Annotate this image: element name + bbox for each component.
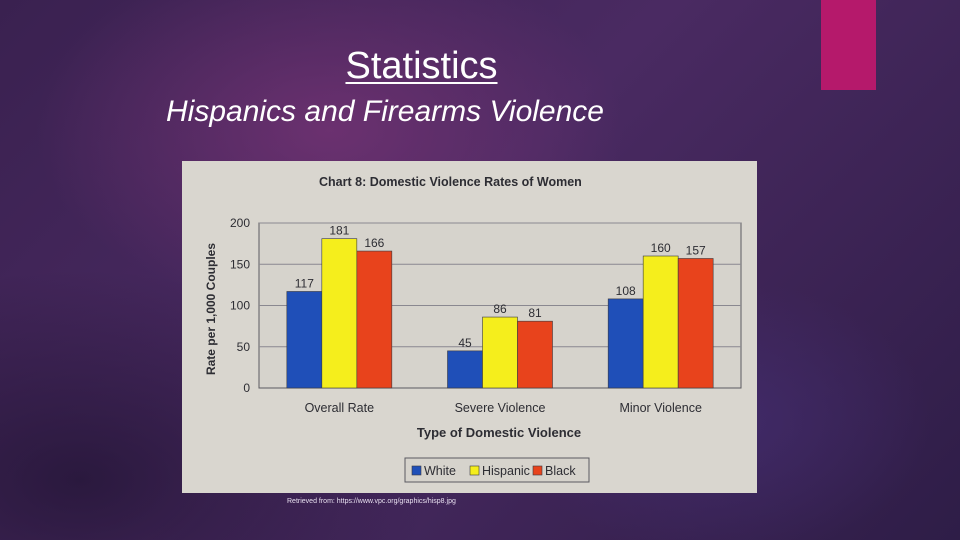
slide-title: Statistics	[0, 44, 843, 88]
bar-white-2	[447, 350, 483, 389]
y-tick-label: 150	[230, 257, 250, 271]
y-tick-label: 100	[230, 299, 250, 313]
y-tick-label: 0	[243, 381, 250, 395]
legend-label: Black	[545, 464, 576, 478]
bar-white-1	[286, 291, 323, 389]
bar-chart: Chart 8: Domestic Violence Rates of Wome…	[204, 175, 742, 483]
bar-black-2	[517, 320, 553, 389]
slide-subtitle: Hispanics and Firearms Violence	[166, 95, 604, 128]
legend-swatch-white	[411, 465, 422, 476]
legend-label: White	[424, 464, 456, 478]
y-axis-label: Rate per 1,000 Couples	[204, 243, 218, 375]
y-tick-label: 50	[237, 340, 251, 354]
data-label: 81	[528, 306, 542, 320]
y-tick-label: 200	[230, 216, 250, 230]
bar-white-3	[607, 298, 644, 389]
data-label: 108	[616, 284, 636, 298]
bar-black-3	[677, 258, 714, 389]
x-tick-label: Severe Violence	[455, 401, 546, 415]
plot-area: 0 50 100 150 200 117 181 166 Overall Rate 45 86 81 S…	[230, 216, 742, 415]
accent-bar	[821, 0, 876, 90]
chart-image: Chart 8: Domestic Violence Rates of Wome…	[182, 161, 757, 493]
bar-hispanic-2	[482, 316, 518, 389]
chart-title: Chart 8: Domestic Violence Rates of Wome…	[319, 175, 582, 189]
x-axis-label: Type of Domestic Violence	[417, 425, 581, 440]
bar-hispanic-1	[321, 238, 358, 389]
x-tick-label: Overall Rate	[305, 401, 375, 415]
legend-swatch-black	[532, 465, 543, 476]
bar-hispanic-3	[642, 255, 679, 389]
legend-swatch-hispanic	[469, 465, 480, 476]
slide-title-text: Statistics	[345, 45, 498, 87]
data-label: 45	[458, 336, 472, 350]
data-label: 157	[686, 243, 706, 257]
legend-box	[404, 457, 590, 483]
data-label: 166	[364, 236, 384, 250]
source-caption: Retrieved from: https://www.vpc.org/grap…	[287, 498, 456, 505]
data-label: 160	[651, 241, 671, 255]
legend-label: Hispanic	[482, 464, 530, 478]
data-label: 181	[329, 224, 349, 238]
legend: White Hispanic Black	[404, 457, 590, 483]
bar-black-1	[356, 250, 393, 389]
x-tick-label: Minor Violence	[619, 401, 702, 415]
data-label: 117	[295, 276, 314, 290]
data-label: 86	[493, 302, 507, 316]
